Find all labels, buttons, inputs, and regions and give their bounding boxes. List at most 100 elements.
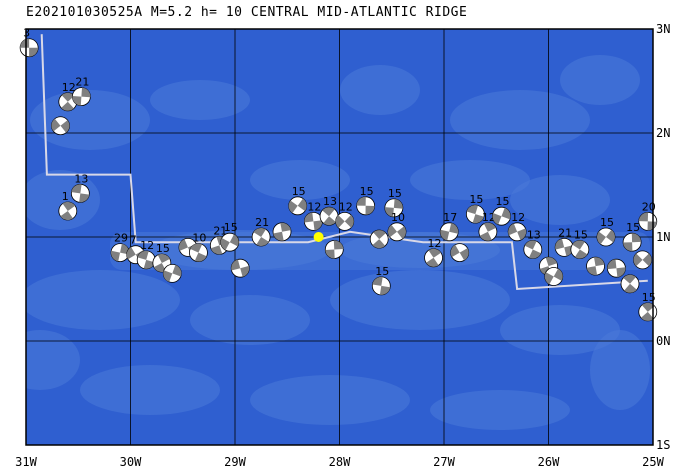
focal-mechanism [230,258,250,278]
compressional-quadrant [492,213,502,225]
seafloor-patch [190,295,310,345]
latitude-label: 1N [656,230,670,244]
compressional-quadrant [194,252,207,262]
compressional-quadrant [79,193,90,203]
compressional-quadrant [325,249,335,259]
mechanism-label: 21 [255,216,269,229]
mechanism-label: 21 [213,224,227,237]
focal-mechanism: 15 [288,185,308,216]
compressional-quadrant [240,265,250,277]
longitude-label: 29W [224,455,246,469]
longitude-label: 27W [433,455,455,469]
compressional-quadrant [126,247,136,260]
focal-mechanism [620,274,640,294]
focal-mechanism: 15 [384,187,404,218]
focal-mechanism: 12 [424,237,443,268]
focal-mechanism: 13 [523,228,543,259]
compressional-quadrant [426,257,439,267]
compressional-quadrant [517,228,527,241]
latitude-label: 1S [656,438,670,452]
compressional-quadrant [229,234,239,247]
compressional-quadrant [379,285,391,295]
seafloor-patch [26,270,180,330]
seafloor-patch [450,90,590,150]
focal-mechanism: 17 [439,211,459,242]
compressional-quadrant [178,239,188,251]
focal-mechanism: 15 [596,216,616,247]
mechanism-label: 15 [469,193,483,206]
compressional-quadrant [466,205,478,215]
compressional-quadrant [322,207,335,217]
focal-mechanism: 21 [554,226,574,257]
focal-mechanism: 1 [58,190,78,221]
focal-mechanism: 15 [371,265,391,296]
focal-mechanism [544,267,564,286]
compressional-quadrant [280,222,291,232]
focal-mechanism: 15 [465,193,485,224]
compressional-quadrant [220,238,230,251]
compressional-quadrant [210,245,223,255]
compressional-quadrant [641,302,655,312]
compressional-quadrant [396,226,406,239]
compressional-quadrant [61,92,75,102]
plate-boundary [40,34,648,291]
compressional-quadrant [483,222,496,232]
focal-mechanism [607,258,626,278]
compressional-quadrant [633,253,643,267]
mechanism-label: 15 [156,242,170,255]
mechanism-label: 12 [511,211,525,224]
mechanism-label: 12 [307,200,321,213]
mechanism-label: 12 [140,239,154,252]
mechanism-label: 13 [527,228,541,241]
compressional-quadrant [553,268,563,281]
compressional-quadrant [81,87,91,98]
latitude-label: 0N [656,334,670,348]
compressional-quadrant [313,220,323,231]
mechanism-label: 1 [62,190,69,203]
compressional-quadrant [440,229,450,241]
compressional-quadrant [72,96,82,106]
focal-mechanism: 21 [71,76,91,106]
focal-mechanism: 12 [303,200,323,231]
focal-mechanism: 15 [356,185,376,216]
seafloor-patch [500,305,620,355]
mechanism-label: 12 [339,200,353,213]
longitude-label: 30W [120,455,142,469]
longitude-label: 31W [15,455,37,469]
compressional-quadrant [624,283,637,293]
latitude-label: 3N [656,22,670,36]
compressional-quadrant [642,253,652,267]
mechanism-label: 15 [360,185,374,198]
focal-mechanism: 15 [570,228,590,259]
compressional-quadrant [631,233,642,243]
focal-mechanism: 15 [220,221,240,252]
compressional-quadrant [501,207,511,220]
compressional-quadrant [607,259,617,270]
compressional-quadrant [586,266,598,276]
focal-mechanism: 21 [251,216,271,247]
compressional-quadrant [572,240,585,250]
mechanism-label: 17 [443,211,457,224]
compressional-quadrant [333,240,344,250]
compressional-quadrant [231,259,241,271]
compressional-quadrant [61,101,74,111]
focal-mechanism [162,263,182,283]
compressional-quadrant [641,311,654,321]
seafloor-patch [150,80,250,120]
compressional-quadrant [479,231,492,241]
map-title: E202101030525A M=5.2 h= 10 CENTRAL MID-A… [26,5,468,20]
mechanism-label: 13 [323,195,337,208]
map-border [25,28,654,446]
seafloor-patch [430,390,570,430]
compressional-quadrant [623,242,633,252]
focal-mechanism: 12 [507,211,527,242]
mechanism-label: 13 [74,172,88,185]
compressional-quadrant [372,276,383,286]
compressional-quadrant [288,200,298,214]
mechanism-label: 29 [114,232,128,245]
seafloor-patch [590,330,650,410]
compressional-quadrant [647,221,657,231]
focal-mechanism [450,243,470,263]
compressional-quadrant [365,205,375,215]
